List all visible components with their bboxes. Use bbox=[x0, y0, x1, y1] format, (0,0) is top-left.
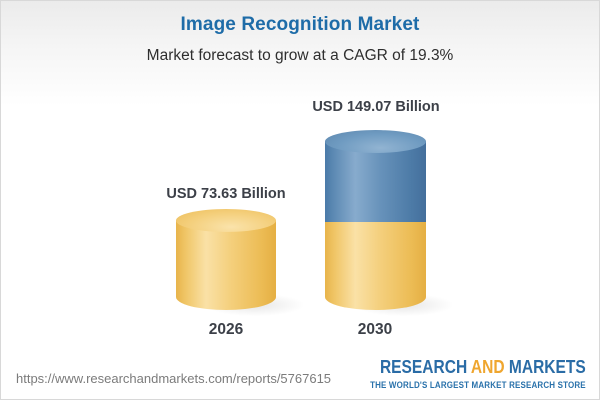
value-label-2030: USD 149.07 Billion bbox=[312, 99, 440, 115]
logo-word-research: RESEARCH bbox=[380, 356, 468, 377]
bar-2026-cylinder bbox=[176, 220, 276, 310]
bar-2030-growth-segment bbox=[325, 141, 426, 222]
bar-2026-cylinder-top bbox=[176, 209, 276, 232]
logo-wordmark: RESEARCH AND MARKETS bbox=[370, 356, 586, 377]
logo-word-markets: MARKETS bbox=[509, 356, 586, 377]
category-label-2030: 2030 bbox=[357, 321, 393, 338]
logo-tagline: THE WORLD'S LARGEST MARKET RESEARCH STOR… bbox=[370, 379, 586, 391]
chart-title: Image Recognition Market bbox=[180, 14, 420, 35]
value-label-2026: USD 73.63 Billion bbox=[166, 186, 286, 202]
researchandmarkets-logo: RESEARCH AND MARKETS THE WORLD'S LARGEST… bbox=[370, 356, 586, 391]
report-url: https://www.researchandmarkets.com/repor… bbox=[16, 371, 332, 386]
category-label-2026: 2026 bbox=[208, 321, 244, 338]
bar-2030-base-segment bbox=[325, 222, 426, 310]
logo-word-and: AND bbox=[471, 356, 505, 377]
bar-2030-cylinder-top bbox=[325, 130, 426, 153]
chart-subtitle: Market forecast to grow at a CAGR of 19.… bbox=[146, 47, 454, 64]
